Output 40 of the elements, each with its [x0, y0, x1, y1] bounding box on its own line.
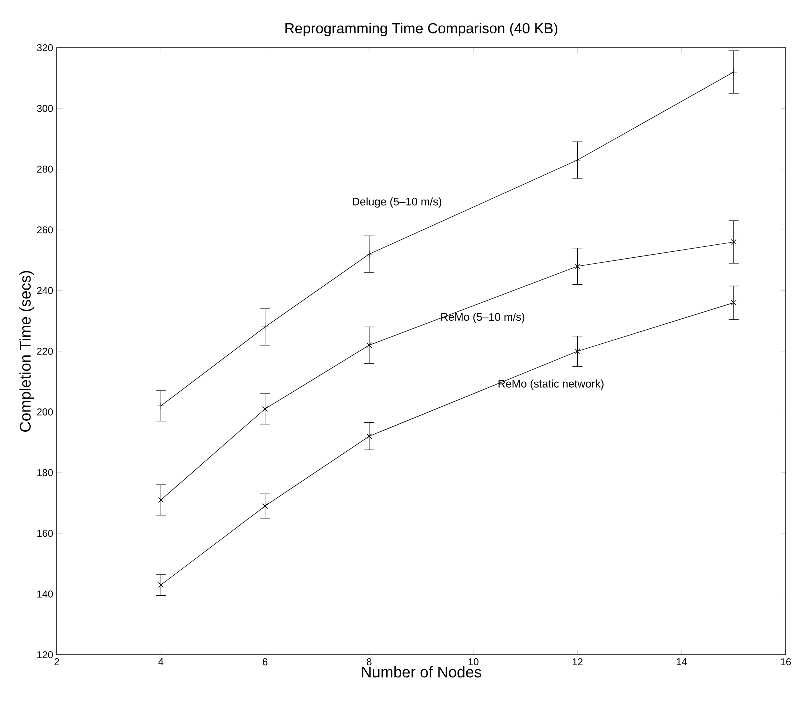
point: [730, 68, 738, 76]
x-axis-title: Number of Nodes: [362, 666, 482, 678]
point: [261, 323, 270, 332]
y-tick-label: 240: [37, 287, 54, 294]
point: [574, 264, 580, 270]
y-tick-label: 140: [38, 590, 54, 598]
point: [574, 156, 582, 164]
series-label: ReMo (5–10 m/s): [442, 313, 525, 324]
x-tick-label: 4: [158, 658, 164, 666]
y-tick-label: 260: [37, 226, 54, 234]
x-tick-label: 8: [367, 658, 372, 666]
point: [731, 239, 737, 246]
y-tick-label: 220: [37, 348, 54, 356]
x-tick-label: 14: [677, 658, 688, 666]
point: [574, 348, 580, 354]
x-tick-label: 10: [468, 658, 479, 666]
point: [262, 406, 268, 412]
x-tick-label: 6: [263, 658, 268, 666]
x-tick-label: 12: [572, 658, 583, 666]
point: [157, 402, 165, 410]
point: [158, 582, 164, 588]
y-tick-label: 300: [37, 105, 54, 112]
point: [366, 342, 372, 348]
y-tick-label: 160: [38, 530, 54, 538]
y-tick-label: 180: [38, 469, 54, 476]
x-tick-label: 2: [54, 658, 60, 666]
point: [731, 300, 737, 306]
y-tick-label: 200: [37, 408, 54, 416]
series-label: ReMo (static network): [498, 380, 604, 390]
point: [158, 497, 164, 503]
series-label: Deluge (5–10 m/s): [353, 198, 442, 208]
x-tick-label: 16: [781, 658, 792, 666]
y-axis-title: Completion Time (secs): [20, 271, 34, 432]
y-tick-label: 320: [37, 44, 54, 52]
point: [366, 250, 374, 258]
y-tick-label: 120: [38, 651, 54, 659]
chart-title: Reprogramming Time Comparison (40 KB): [286, 23, 558, 36]
y-tick-label: 280: [37, 166, 54, 173]
point: [366, 434, 372, 440]
point: [262, 504, 268, 510]
